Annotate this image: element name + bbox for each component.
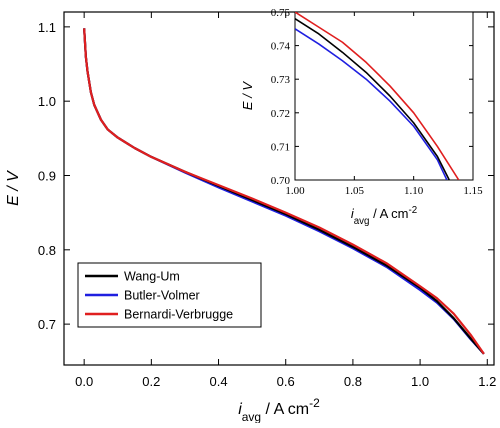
inset-y-tick-label: 0.74	[271, 41, 291, 53]
inset-x-tick-label: 1.10	[404, 185, 424, 197]
inset-series-line-bernardi-verbrugge	[295, 12, 460, 180]
inset-x-tick-label: 1.00	[285, 185, 305, 197]
main-x-axis-title-sub: avg	[242, 410, 261, 423]
inset-y-tick-label: 0.70	[271, 175, 291, 187]
main-x-axis-title-var: i	[238, 401, 242, 418]
main-x-axis-title-unit: / A cm	[261, 401, 309, 418]
main-y-tick-label: 1.1	[38, 20, 56, 35]
main-x-axis-title: iavg / A cm-2	[238, 396, 320, 423]
main-x-tick-label: 0.6	[277, 374, 295, 389]
inset-x-tick-label: 1.15	[463, 185, 483, 197]
main-y-tick-label: 1.0	[38, 94, 56, 109]
legend-label-butler-volmer: Butler-Volmer	[124, 289, 200, 303]
main-y-tick-label: 0.9	[38, 168, 56, 183]
inset-x-axis-title-var: i	[351, 206, 355, 221]
main-y-tick-label: 0.8	[38, 243, 56, 258]
main-x-tick-label: 0.4	[209, 374, 227, 389]
inset-plot-group: 1.00 1.05 1.10 1.15 0.70 0.71 0.72 0.73 0.74 0.75…	[240, 7, 483, 227]
inset-series-line-butler-volmer	[295, 28, 448, 180]
main-x-tick-label: 0.0	[75, 374, 93, 389]
inset-y-axis-title: E / V	[240, 81, 255, 111]
main-y-axis-title: E / V	[5, 170, 22, 206]
main-x-tick-label: 0.8	[344, 374, 362, 389]
inset-y-tick-label: 0.75	[271, 7, 291, 19]
inset-x-axis-title-sup: -2	[408, 205, 417, 216]
inset-x-tick-label: 1.05	[345, 185, 365, 197]
main-y-tick-label: 0.7	[38, 317, 56, 332]
inset-x-axis-title-unit: / A cm	[369, 206, 408, 221]
legend-label-bernardi-verbrugge: Bernardi-Verbrugge	[124, 308, 233, 322]
main-x-tick-label: 1.0	[411, 374, 429, 389]
inset-x-axis-title: iavg / A cm-2	[351, 205, 417, 227]
main-x-tick-label: 0.2	[142, 374, 160, 389]
inset-x-axis-title-sub: avg	[354, 216, 370, 227]
legend: Wang-Um Butler-Volmer Bernardi-Verbrugge	[77, 262, 262, 328]
main-x-tick-label: 1.2	[478, 374, 496, 389]
inset-y-tick-label: 0.72	[271, 108, 290, 120]
inset-y-tick-label: 0.71	[271, 141, 290, 153]
legend-label-wang-um: Wang-Um	[124, 270, 180, 284]
inset-series-line-wang-um	[295, 18, 450, 180]
main-series-line-bernardi-verbrugge	[83, 28, 485, 355]
main-x-axis-title-sup: -2	[309, 396, 320, 410]
inset-y-tick-label: 0.73	[271, 74, 291, 86]
